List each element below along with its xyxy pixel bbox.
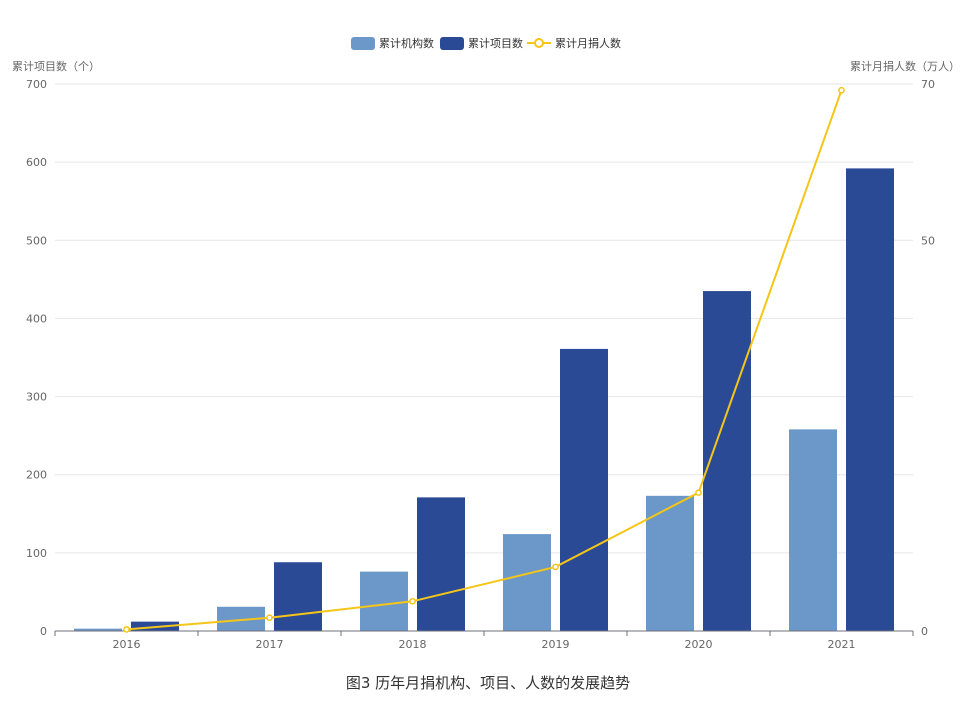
- y-left-tick-label: 400: [26, 312, 47, 325]
- y-left-tick-label: 300: [26, 391, 47, 404]
- bar-projects-2020: [703, 291, 751, 631]
- bar-institutions-2020: [646, 495, 694, 631]
- bar-institutions-2016: [74, 628, 122, 631]
- x-tick-label: 2020: [685, 638, 713, 651]
- line-series: [123, 86, 845, 633]
- y-right-tick-label: 50: [921, 234, 935, 247]
- legend-label[interactable]: 累计月捐人数: [555, 36, 621, 50]
- y-right-tick-label: 0: [921, 625, 928, 638]
- bar-projects-2017: [274, 562, 322, 631]
- gridlines: 0 100 200 300 400 500 600 700 0 50 70: [26, 78, 935, 638]
- bar-series: [74, 168, 894, 631]
- x-tick-label: 2017: [256, 638, 284, 651]
- bar-projects-2021: [846, 168, 894, 631]
- legend: 累计机构数 累计项目数 累计月捐人数: [351, 36, 621, 50]
- x-tick-label: 2019: [542, 638, 570, 651]
- bar-projects-2018: [417, 497, 465, 631]
- bar-projects-2019: [560, 348, 608, 631]
- y-left-tick-label: 100: [26, 547, 47, 560]
- bar-institutions-2021: [789, 429, 837, 631]
- figure-caption: 图3 历年月捐机构、项目、人数的发展趋势: [345, 674, 631, 692]
- y-left-tick-label: 700: [26, 78, 47, 91]
- legend-label[interactable]: 累计机构数: [379, 36, 434, 50]
- y-left-tick-label: 200: [26, 469, 47, 482]
- bar-institutions-2018: [360, 571, 408, 631]
- line-point-2020: [695, 489, 702, 497]
- line-point-2016: [123, 626, 130, 633]
- combo-chart: 累计机构数 累计项目数 累计月捐人数 累计项目数（个） 累计月捐人数（万人） 0 10…: [12, 36, 960, 651]
- line-monthly-donors: [126, 89, 843, 631]
- line-point-2019: [552, 563, 559, 571]
- y-left-tick-label: 500: [26, 234, 47, 247]
- bar-institutions-2019: [503, 534, 551, 631]
- line-point-2021: [838, 86, 845, 94]
- line-point-2018: [409, 597, 416, 605]
- legend-label[interactable]: 累计项目数: [468, 37, 523, 50]
- y-right-tick-label: 70: [921, 78, 935, 91]
- y-left-tick-label: 600: [26, 156, 47, 169]
- line-point-2017: [266, 614, 273, 622]
- y-axis-right-label: 累计月捐人数（万人）: [850, 59, 960, 73]
- legend-marker: [534, 38, 544, 48]
- legend-swatch: [351, 37, 375, 50]
- axes: 2016 2017 2018 2019 2020 2021: [54, 630, 914, 651]
- y-left-tick-label: 0: [40, 625, 47, 638]
- x-tick-label: 2021: [828, 638, 856, 651]
- y-axis-left-label: 累计项目数（个）: [12, 60, 100, 73]
- legend-swatch: [440, 37, 464, 50]
- x-tick-label: 2018: [399, 638, 427, 651]
- x-tick-label: 2016: [113, 638, 141, 651]
